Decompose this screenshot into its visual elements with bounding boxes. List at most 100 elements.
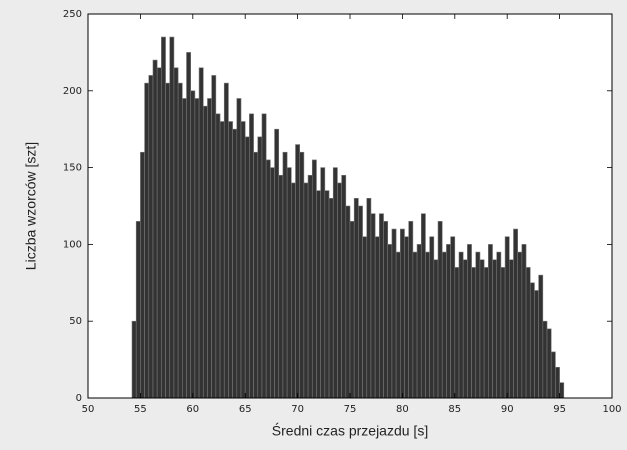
y-tick-label: 150 [63, 163, 82, 174]
bar [483, 267, 489, 399]
bar [391, 228, 397, 399]
bar [303, 182, 309, 399]
bar [307, 174, 313, 399]
bar [274, 128, 280, 399]
x-tick-label: 90 [501, 404, 514, 415]
bar [219, 121, 225, 399]
bar [152, 59, 158, 399]
bar [316, 190, 321, 399]
bar [257, 136, 263, 399]
bar [437, 221, 443, 399]
bar [383, 221, 389, 399]
x-tick-label: 100 [602, 404, 621, 415]
bar [475, 251, 481, 399]
bar [462, 259, 468, 399]
bar [148, 75, 154, 399]
bar [131, 320, 137, 399]
x-tick-label: 95 [553, 404, 566, 415]
bar [198, 67, 204, 399]
bar [236, 98, 242, 399]
bar [182, 98, 187, 399]
x-axis-label: Średni czas przejazdu [s] [272, 422, 428, 439]
bar [450, 236, 456, 399]
bar [353, 198, 359, 399]
bar [521, 244, 527, 399]
bar [454, 267, 460, 399]
bar [529, 282, 535, 399]
x-tick-label: 80 [396, 404, 409, 415]
bar [328, 198, 334, 399]
x-tick-label: 75 [344, 404, 357, 415]
bar [186, 52, 192, 399]
bar [295, 144, 300, 399]
bar [349, 221, 355, 399]
bar [446, 244, 451, 399]
bar [215, 113, 221, 399]
x-tick-label: 55 [134, 404, 147, 415]
y-tick-label: 200 [63, 86, 82, 97]
bar [441, 251, 447, 399]
bar [416, 244, 422, 399]
bar [425, 251, 430, 399]
bar [559, 382, 565, 399]
bar [542, 320, 548, 399]
bar [253, 151, 259, 399]
bar [341, 174, 347, 399]
bar [429, 236, 435, 399]
y-tick-label: 250 [63, 9, 82, 20]
bar [345, 205, 351, 399]
bar [400, 228, 405, 399]
bar [492, 259, 498, 399]
bar [404, 236, 409, 399]
bar [366, 198, 372, 399]
bar [433, 259, 439, 399]
bar [508, 259, 514, 399]
bar [291, 182, 296, 399]
bar [488, 244, 493, 399]
bar [299, 151, 305, 399]
bar [194, 98, 200, 399]
bar [144, 82, 150, 399]
bar [412, 251, 418, 399]
x-tick-label: 70 [291, 404, 304, 415]
y-tick-label: 0 [76, 393, 82, 404]
plot-frame [87, 13, 613, 399]
bar [496, 251, 502, 399]
bar [458, 251, 464, 399]
bar [370, 213, 376, 399]
bar [202, 105, 208, 399]
bar [169, 36, 175, 399]
y-tick-label: 100 [63, 239, 82, 250]
bar [395, 251, 401, 399]
bar [408, 221, 414, 399]
bar [555, 366, 560, 399]
bar [534, 290, 539, 399]
bar [467, 244, 472, 399]
x-tick-label: 60 [186, 404, 199, 415]
bar [362, 236, 368, 399]
bar [211, 75, 217, 399]
bar [479, 259, 485, 399]
bar [278, 174, 284, 399]
bar [232, 128, 238, 399]
bar [517, 251, 523, 399]
bar [173, 67, 179, 399]
bar [282, 151, 288, 399]
bar [525, 267, 531, 399]
bar [324, 190, 330, 399]
bar [387, 244, 393, 399]
bar [513, 228, 518, 399]
bar [374, 236, 380, 399]
bar [165, 82, 171, 399]
bar [177, 82, 183, 399]
bar [135, 221, 141, 399]
bar [550, 351, 556, 399]
bar [538, 274, 544, 399]
bar [358, 205, 363, 399]
bar [207, 98, 212, 399]
bar [228, 121, 233, 399]
bar [420, 213, 426, 399]
bar [504, 236, 510, 399]
bar [161, 36, 166, 399]
